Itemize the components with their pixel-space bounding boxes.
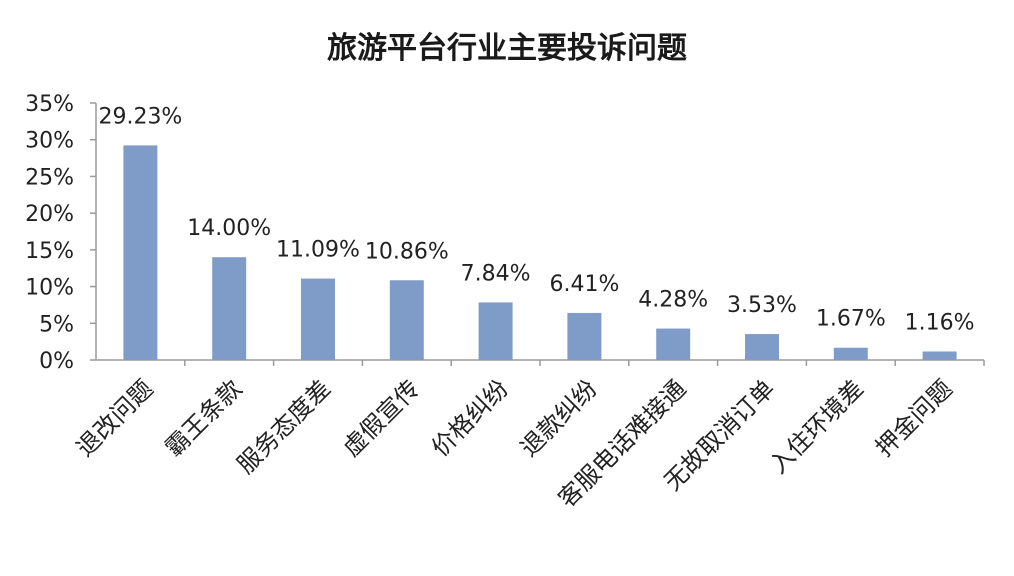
data-label: 1.67% [816, 307, 886, 332]
chart-title: 旅游平台行业主要投诉问题 [327, 31, 687, 66]
bar [212, 257, 247, 360]
bar [301, 278, 335, 360]
x-axis [96, 359, 985, 366]
bar [745, 334, 779, 360]
data-label: 6.41% [549, 272, 619, 297]
data-label: 14.00% [187, 216, 271, 241]
x-tick-label: 退改问题 [71, 374, 159, 462]
y-tick-label: 20% [25, 202, 74, 227]
x-tick-label: 霸王条款 [160, 374, 248, 462]
bar [123, 145, 158, 360]
x-tick-label: 退款纠纷 [515, 374, 603, 462]
bar [833, 347, 868, 360]
data-label: 11.09% [276, 238, 360, 263]
x-tick-label: 虚假宣传 [337, 374, 425, 462]
data-labels: 29.23% 14.00%11.09% 10.86% 7.84% 6.41% 4.28% 3… [98, 104, 974, 335]
x-tick-label: 价格纠纷 [426, 374, 514, 462]
data-label: 29.23% [98, 104, 182, 129]
data-label: 10.86% [365, 239, 449, 264]
data-label: 1.16% [905, 310, 975, 335]
y-tick-label: 35% [25, 92, 74, 117]
bar [389, 280, 424, 360]
x-tick-label: 服务态度差 [232, 374, 337, 479]
y-axis: 0% 5% 10% 15% 20% 25% 30% 35% [25, 92, 97, 374]
y-tick-label: 30% [25, 129, 74, 154]
bar [922, 351, 957, 360]
bar [567, 312, 602, 360]
x-tick-label: 押金问题 [870, 374, 958, 462]
x-tick-label: 入住环境差 [764, 374, 869, 479]
y-tick-label: 10% [25, 276, 74, 301]
data-label: 7.84% [461, 261, 531, 286]
bar [478, 302, 513, 360]
y-tick-label: 25% [25, 165, 74, 190]
y-tick-label: 0% [39, 349, 74, 374]
bars [123, 145, 957, 360]
data-label: 4.28% [638, 288, 708, 313]
bar [656, 328, 691, 360]
y-tick-label: 15% [25, 239, 74, 264]
y-tick-label: 5% [39, 312, 74, 337]
data-label: 3.53% [727, 293, 797, 318]
